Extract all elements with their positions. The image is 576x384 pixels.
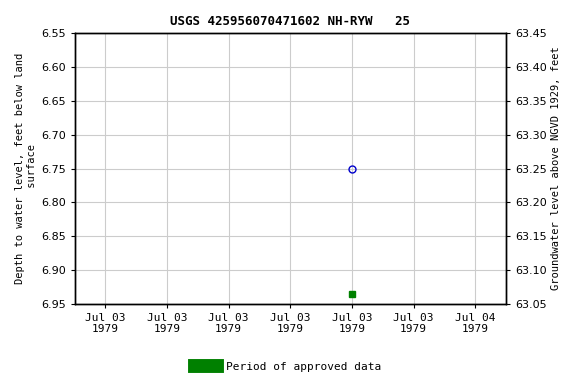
Y-axis label: Groundwater level above NGVD 1929, feet: Groundwater level above NGVD 1929, feet [551,47,561,290]
Title: USGS 425956070471602 NH-RYW   25: USGS 425956070471602 NH-RYW 25 [170,15,410,28]
Y-axis label: Depth to water level, feet below land
 surface: Depth to water level, feet below land su… [15,53,37,284]
Legend: Period of approved data: Period of approved data [191,358,385,377]
